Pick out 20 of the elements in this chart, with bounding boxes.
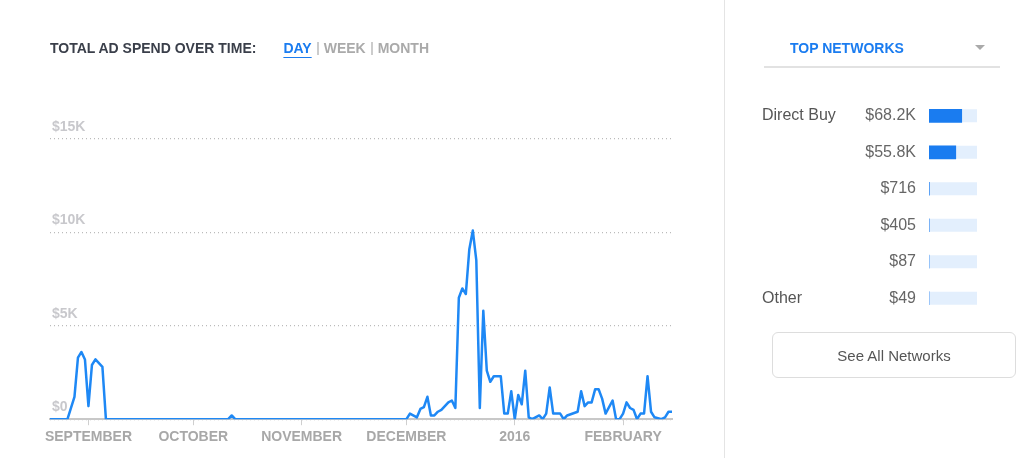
- text: See All Networks: [772, 332, 1016, 378]
- text: WEEK: [316, 40, 371, 56]
- x-tick-label: 2016: [499, 428, 531, 445]
- y-tick-label: Direct Buy: [762, 106, 836, 124]
- chart-title: TOP NETWORKS: [764, 40, 1000, 68]
- x-tick-label: SEPTEMBER: [44, 428, 132, 445]
- chart-title: TOTAL AD SPEND OVER TIME:: [50, 40, 257, 56]
- data-label: $716: [880, 179, 917, 197]
- data-label: $49: [889, 288, 917, 306]
- text: MONTH: [370, 40, 434, 56]
- data-label: $55.8K: [865, 142, 917, 160]
- y-tick-label: Other: [762, 288, 803, 306]
- data-label: $68.2K: [865, 106, 917, 124]
- text: DAY: [282, 40, 313, 56]
- data-label: $87: [889, 252, 917, 270]
- data-label: $405: [880, 215, 917, 233]
- x-tick-label: OCTOBER: [158, 428, 229, 445]
- x-tick-label: FEBRUARY: [584, 428, 663, 445]
- x-tick-label: NOVEMBER: [261, 428, 343, 445]
- x-tick-label: DECEMBER: [366, 428, 447, 445]
